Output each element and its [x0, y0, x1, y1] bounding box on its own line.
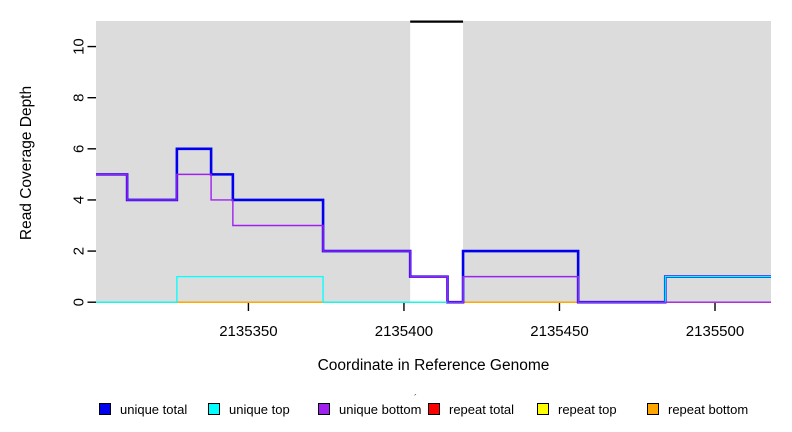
legend-swatch: [647, 403, 659, 415]
legend-swatch: [537, 403, 549, 415]
legend-item-repeat-top: repeat top: [537, 401, 617, 417]
legend-swatch: [428, 403, 440, 415]
x-tick-label: 2135450: [530, 323, 588, 340]
legend-swatch: [99, 403, 111, 415]
legend-item-label: unique total: [120, 401, 188, 417]
legend-swatch: [208, 403, 220, 415]
coverage-chart: 2135350 2135400 2135450 2135500 0 2 4 6 8 10: [71, 20, 771, 340]
series-line-unique-bottom: [96, 173, 771, 303]
chart-legend: unique total unique top unique bottom repea…: [0, 401, 792, 419]
legend-swatch: [318, 403, 330, 415]
legend-item-label: unique bottom: [339, 401, 422, 417]
y-tick-label: 10: [71, 38, 88, 55]
legend-item-repeat-bottom: repeat bottom: [647, 401, 748, 417]
y-tick-label: 4: [71, 196, 88, 204]
legend-item-unique-total: unique total: [99, 401, 187, 417]
y-tick-label: 0: [71, 298, 88, 306]
legend-item-label: unique top: [229, 401, 290, 417]
y-tick-label: 8: [71, 94, 88, 102]
legend-item-repeat-total: repeat total: [428, 401, 514, 417]
y-tick-label: 6: [71, 145, 88, 153]
legend-item-unique-top: unique top: [208, 401, 290, 417]
stray-mark: ´: [414, 393, 417, 403]
legend-item-label: repeat top: [558, 401, 617, 417]
legend-item-unique-bottom: unique bottom: [318, 401, 421, 417]
legend-item-label: repeat total: [449, 401, 515, 417]
masked-region: [410, 21, 464, 303]
y-axis-label: Read Coverage Depth: [18, 85, 35, 241]
x-tick-label: 2135350: [219, 323, 277, 340]
x-tick-label: 2135500: [686, 323, 744, 340]
legend-item-label: repeat bottom: [668, 401, 749, 417]
x-tick-label: 2135400: [375, 323, 433, 340]
x-axis-label: Coordinate in Reference Genome: [317, 357, 550, 374]
y-tick-label: 2: [71, 247, 88, 255]
